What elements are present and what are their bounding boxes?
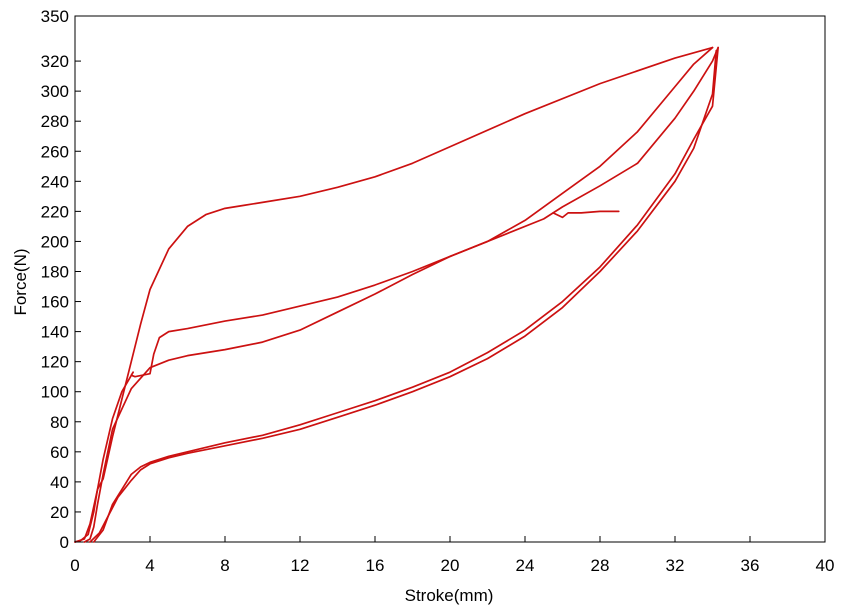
y-tick-label: 140 [41, 323, 69, 342]
y-tick-label: 60 [50, 443, 69, 462]
x-tick-label: 28 [591, 556, 610, 575]
x-tick-label: 8 [220, 556, 229, 575]
series-line-1 [74, 46, 714, 543]
y-tick-label: 280 [41, 112, 69, 131]
x-tick-label: 24 [516, 556, 535, 575]
x-tick-label: 20 [441, 556, 460, 575]
y-tick-label: 240 [41, 172, 69, 191]
y-tick-label: 120 [41, 353, 69, 372]
series-line-2 [74, 46, 714, 543]
x-axis-title: Stroke(mm) [405, 586, 494, 605]
y-tick-label: 200 [41, 232, 69, 251]
x-tick-label: 16 [366, 556, 385, 575]
x-tick-label: 32 [666, 556, 685, 575]
y-tick-label: 260 [41, 142, 69, 161]
series-line-4 [83, 46, 719, 543]
y-tick-label: 20 [50, 503, 69, 522]
y-tick-label: 40 [50, 473, 69, 492]
y-tick-label: 350 [41, 7, 69, 26]
x-tick-label: 4 [145, 556, 154, 575]
series-line-5 [89, 49, 718, 543]
series-line-6 [552, 210, 620, 219]
y-tick-label: 100 [41, 383, 69, 402]
y-axis-title: Force(N) [11, 248, 30, 315]
y-tick-label: 0 [60, 533, 69, 552]
y-tick-label: 80 [50, 413, 69, 432]
y-tick-label: 300 [41, 82, 69, 101]
y-tick-label: 160 [41, 293, 69, 312]
y-tick-label: 220 [41, 202, 69, 221]
x-tick-label: 12 [291, 556, 310, 575]
x-tick-label: 0 [70, 556, 79, 575]
x-tick-label: 40 [816, 556, 835, 575]
y-tick-label: 320 [41, 52, 69, 71]
x-tick-label: 36 [741, 556, 760, 575]
y-tick-label: 180 [41, 262, 69, 281]
series-line-3 [92, 46, 719, 543]
